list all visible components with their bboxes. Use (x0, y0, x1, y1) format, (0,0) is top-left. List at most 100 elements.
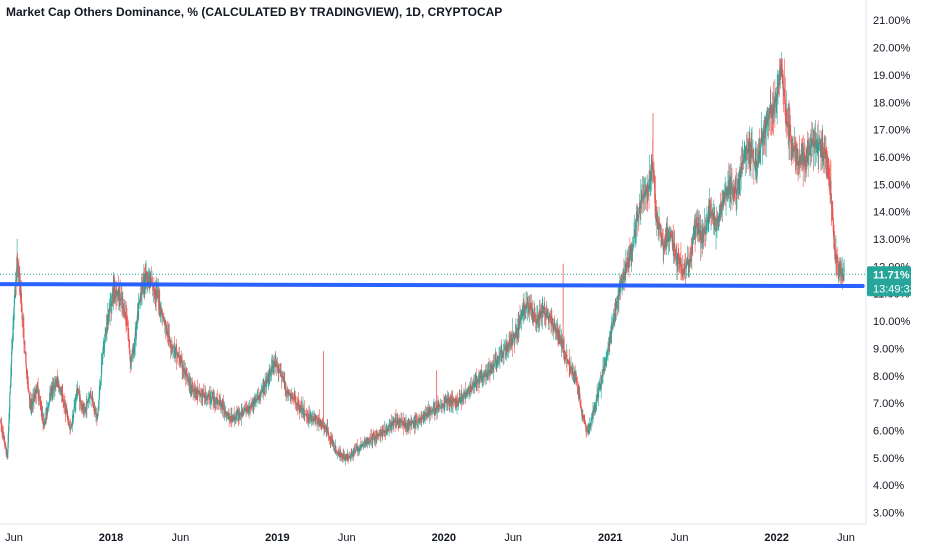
candle-body (704, 225, 706, 228)
candle-body (703, 231, 705, 237)
candle-body (144, 279, 146, 284)
candle-body (771, 108, 773, 117)
candle-body (315, 418, 317, 420)
candle-body (646, 184, 648, 195)
candle-body (725, 188, 727, 195)
candle-body (436, 407, 438, 411)
candle-body (563, 349, 565, 353)
candle-body (222, 403, 224, 408)
candle-body (540, 310, 542, 314)
candle-body (714, 217, 716, 219)
candle-body (264, 384, 266, 386)
candle-body (153, 283, 155, 291)
candle-body (493, 364, 495, 366)
candle-body (292, 397, 294, 399)
candle-body (511, 338, 513, 343)
candle-body (824, 147, 826, 152)
candle-body (462, 394, 464, 398)
candle-body (332, 439, 334, 446)
candle-body (583, 419, 585, 422)
candle-body (674, 243, 676, 251)
candle-body (621, 277, 623, 283)
candle-body (313, 417, 315, 422)
candle-body (96, 416, 98, 417)
candle-body (629, 247, 631, 261)
candle-body (326, 428, 328, 432)
candle-body (276, 364, 278, 365)
candle-body (367, 441, 369, 444)
candle-body (128, 335, 130, 340)
candle-body (284, 380, 286, 387)
candle-body (273, 362, 275, 367)
candle-body (100, 364, 102, 377)
candle-body (665, 241, 667, 243)
candle-body (7, 430, 9, 443)
candle-body (177, 352, 179, 357)
candle-body (785, 107, 787, 114)
candle-body (681, 268, 683, 271)
candle-body (275, 364, 277, 366)
candle-body (471, 388, 473, 390)
candle-body (831, 203, 833, 208)
candle-body (345, 455, 347, 459)
candle-body (526, 301, 528, 309)
candle-body (61, 393, 63, 396)
candle-body (245, 408, 247, 411)
candle-body (49, 392, 51, 402)
candle-body (41, 415, 43, 416)
candle-body (630, 247, 632, 251)
candle-body (601, 375, 603, 380)
candle-body (586, 430, 588, 433)
candle-body (370, 436, 372, 438)
candle-body (554, 327, 556, 329)
candle-body (529, 309, 531, 311)
support-trendline[interactable] (0, 282, 865, 289)
candle-body (65, 409, 67, 413)
candle-body (269, 371, 271, 375)
candle-body (353, 449, 355, 451)
y-tick-label: 21.00% (873, 15, 911, 27)
candle-body (736, 187, 738, 191)
candle-body (768, 109, 770, 119)
candle-body (460, 397, 462, 399)
candle-body (784, 99, 786, 108)
candle-body (92, 400, 94, 406)
candle-body (312, 419, 314, 421)
candle-body (95, 409, 97, 415)
candle-body (680, 265, 682, 270)
candle-body (786, 109, 788, 122)
candle-body (558, 334, 560, 338)
candle-body (316, 417, 318, 420)
candle-body (612, 324, 614, 326)
candle-body (531, 309, 533, 316)
candle-body (306, 414, 308, 418)
candle-body (747, 148, 749, 151)
candle-body (649, 172, 651, 181)
candle-body (68, 420, 70, 424)
candle-body (58, 384, 60, 389)
candle-body (68, 423, 70, 426)
candle-body (632, 246, 634, 250)
candle-body (295, 402, 297, 405)
candle-body (497, 357, 499, 358)
candle-body (770, 117, 772, 119)
candle-body (359, 446, 361, 448)
candle-body (589, 423, 591, 432)
candle-body (513, 334, 515, 339)
candle-body (578, 388, 580, 396)
candle-body (340, 454, 342, 456)
candle-body (258, 396, 260, 399)
candle-body (633, 235, 635, 246)
candle-body (129, 353, 131, 363)
candle-body (665, 237, 667, 242)
candle-body (178, 355, 180, 361)
candle-body (230, 421, 232, 422)
candle-body (517, 332, 519, 335)
candle-body (109, 303, 111, 312)
candle-body (792, 146, 794, 151)
candle-body (807, 149, 809, 160)
candle-body (541, 307, 543, 317)
candle-body (763, 122, 765, 133)
